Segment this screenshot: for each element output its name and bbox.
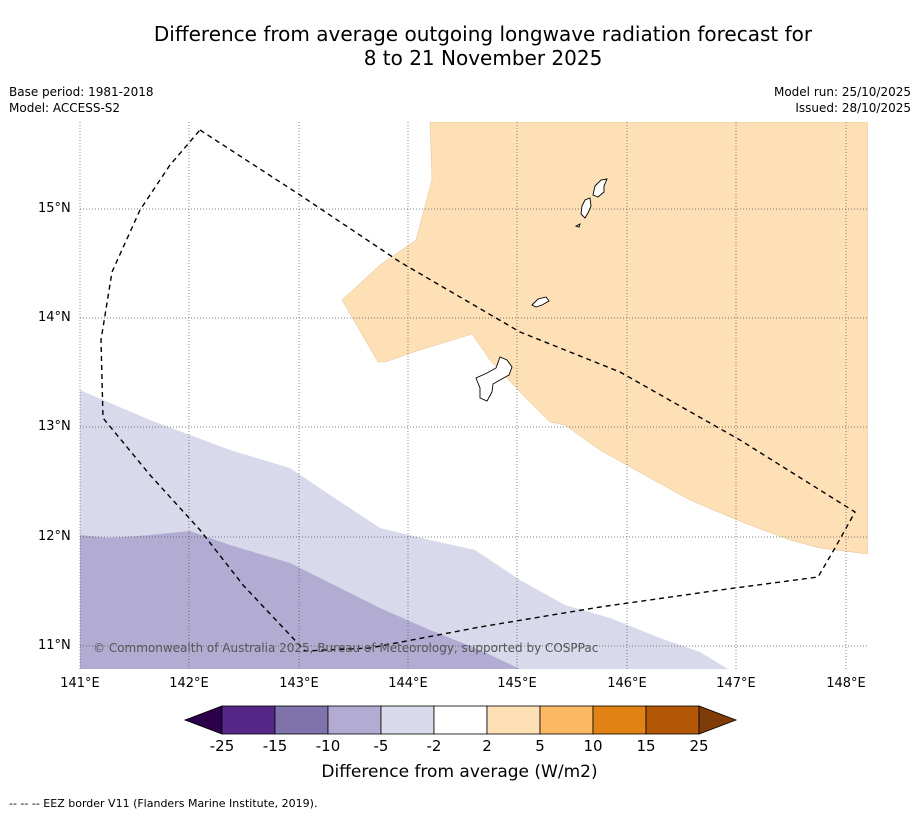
lon-label-144e: 144°E <box>388 676 428 691</box>
legend-title: Difference from average (W/m2) <box>321 762 598 782</box>
lon-label-141e: 141°E <box>60 676 100 691</box>
anomaly-region-light-orange <box>341 122 868 555</box>
legend-tick: -10 <box>315 737 341 755</box>
island-saipan <box>592 178 608 198</box>
lat-label-13n: 13°N <box>38 419 71 434</box>
legend-tick: 2 <box>482 737 492 755</box>
legend-tick: -2 <box>426 737 442 755</box>
map-gridlines <box>79 122 868 669</box>
lat-label-12n: 12°N <box>38 529 71 544</box>
legend-colorbar <box>183 705 738 735</box>
lon-label-142e: 142°E <box>169 676 209 691</box>
island-guam <box>475 356 513 402</box>
legend-tick: 25 <box>689 737 709 755</box>
lat-label-14n: 14°N <box>38 310 71 325</box>
lon-label-148e: 148°E <box>826 676 866 691</box>
lat-label-15n: 15°N <box>38 201 71 216</box>
islands <box>475 178 608 402</box>
legend-bin <box>645 705 700 735</box>
legend-bin <box>433 705 488 735</box>
island-rota <box>531 296 550 308</box>
eez-border <box>100 129 856 652</box>
title-line-1: Difference from average outgoing longwav… <box>153 22 813 46</box>
legend-bin <box>486 705 541 735</box>
title-line-2: 8 to 21 November 2025 <box>363 46 603 70</box>
anomaly-region-purple <box>80 531 520 669</box>
legend-tick: -15 <box>262 737 288 755</box>
chart-title: Difference from average outgoing longwav… <box>0 22 919 70</box>
legend-tick: 15 <box>636 737 656 755</box>
issued-text: Issued: 28/10/2025 <box>795 101 911 115</box>
legend-extend-above <box>698 705 738 735</box>
meta-left: Base period: 1981-2018 Model: ACCESS-S2 <box>9 84 154 116</box>
lat-label-11n: 11°N <box>38 638 71 653</box>
legend-tick: 10 <box>583 737 603 755</box>
base-period-text: Base period: 1981-2018 <box>9 85 154 99</box>
legend-bin <box>221 705 276 735</box>
eez-footnote: -- -- -- EEZ border V11 (Flanders Marine… <box>9 797 318 810</box>
model-run-text: Model run: 25/10/2025 <box>773 85 911 99</box>
island-tinian <box>580 197 592 219</box>
legend-bin <box>274 705 329 735</box>
lon-label-145e: 145°E <box>497 676 537 691</box>
legend-bin <box>380 705 435 735</box>
legend-extend-below <box>183 705 223 735</box>
legend-tick: -25 <box>209 737 235 755</box>
lon-label-146e: 146°E <box>607 676 647 691</box>
legend-tick: -5 <box>373 737 389 755</box>
island-aguijan <box>574 223 581 228</box>
legend-tick: 5 <box>535 737 545 755</box>
copyright-credit: © Commonwealth of Australia 2025, Bureau… <box>93 641 599 655</box>
legend-bin <box>539 705 594 735</box>
lon-label-143e: 143°E <box>279 676 319 691</box>
model-text: Model: ACCESS-S2 <box>9 101 121 115</box>
legend-bin <box>592 705 647 735</box>
meta-right: Model run: 25/10/2025 Issued: 28/10/2025 <box>774 84 911 116</box>
lon-label-147e: 147°E <box>716 676 756 691</box>
legend-bin <box>327 705 382 735</box>
